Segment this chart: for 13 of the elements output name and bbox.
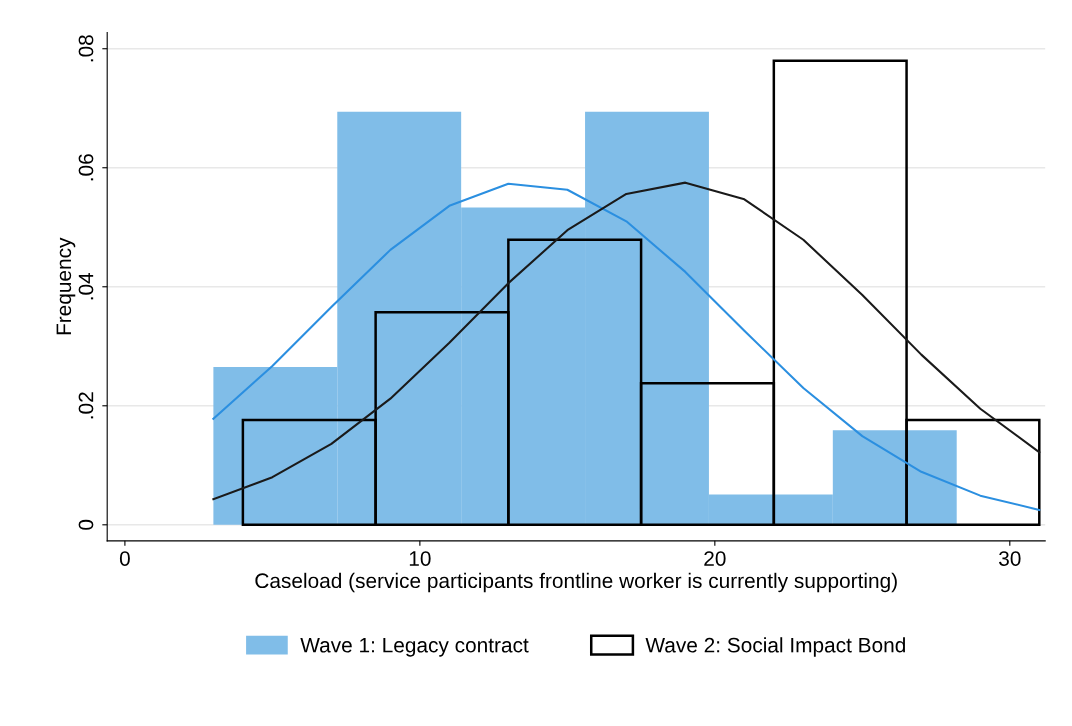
y-axis-title: Frequency — [56, 237, 76, 335]
x-tick-label: 20 — [704, 551, 726, 566]
x-axis-title: Caseload (service participants frontline worker is currently supporting) — [255, 572, 897, 593]
legend-label: Wave 1: Legacy contract — [300, 637, 529, 657]
x-tick-label: 0 — [119, 551, 130, 566]
y-tick-label: .02 — [78, 392, 94, 419]
x-tick-label: 10 — [409, 551, 431, 566]
y-tick-label: .08 — [78, 35, 94, 62]
legend-label: Wave 2: Social Impact Bond — [645, 637, 905, 657]
y-tick-label: 0 — [78, 519, 94, 530]
y-tick-label: .04 — [78, 272, 94, 300]
y-tick-label: .06 — [78, 154, 94, 181]
x-tick-label: 30 — [999, 551, 1021, 566]
